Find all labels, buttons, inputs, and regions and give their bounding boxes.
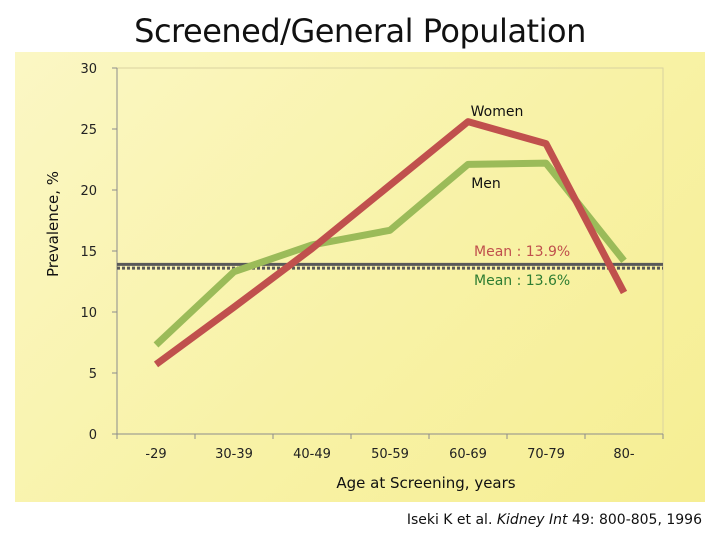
x-tick-label: 80- xyxy=(613,447,635,462)
y-tick-label: 5 xyxy=(89,367,97,382)
series-line-women xyxy=(153,118,628,368)
mean-label-men: Mean : 13.6% xyxy=(474,273,570,289)
citation-authors: Iseki K et al. xyxy=(406,512,493,528)
y-tick-label: 20 xyxy=(80,184,97,199)
y-axis-label: Prevalence, % xyxy=(44,171,62,277)
x-tick-label: -29 xyxy=(145,447,166,462)
chart-background xyxy=(15,52,705,502)
x-tick-label: 70-79 xyxy=(527,447,565,462)
x-axis-label: Age at Screening, years xyxy=(336,474,515,492)
x-tick-label: 40-49 xyxy=(293,447,331,462)
y-tick-label: 30 xyxy=(80,62,97,77)
y-tick-label: 10 xyxy=(80,306,97,321)
x-tick-label: 60-69 xyxy=(449,447,487,462)
y-tick-label: 15 xyxy=(80,245,97,260)
plot-area xyxy=(116,67,664,435)
series-label-men: Men xyxy=(471,176,501,192)
y-tick-label: 25 xyxy=(80,123,97,138)
page-title: Screened/General Population xyxy=(134,12,586,50)
y-tick-label: 0 xyxy=(89,428,97,443)
citation-ref: 49: 800-805, 1996 xyxy=(571,512,702,528)
x-tick-label: 30-39 xyxy=(215,447,253,462)
series-line-men xyxy=(153,159,627,348)
citation: Iseki K et al. Kidney Int 49: 800-805, 1… xyxy=(407,512,702,528)
mean-label-women: Mean : 13.9% xyxy=(474,244,570,260)
series-label-women: Women xyxy=(471,104,524,120)
citation-journal: Kidney Int xyxy=(496,512,568,528)
x-tick-label: 50-59 xyxy=(371,447,409,462)
